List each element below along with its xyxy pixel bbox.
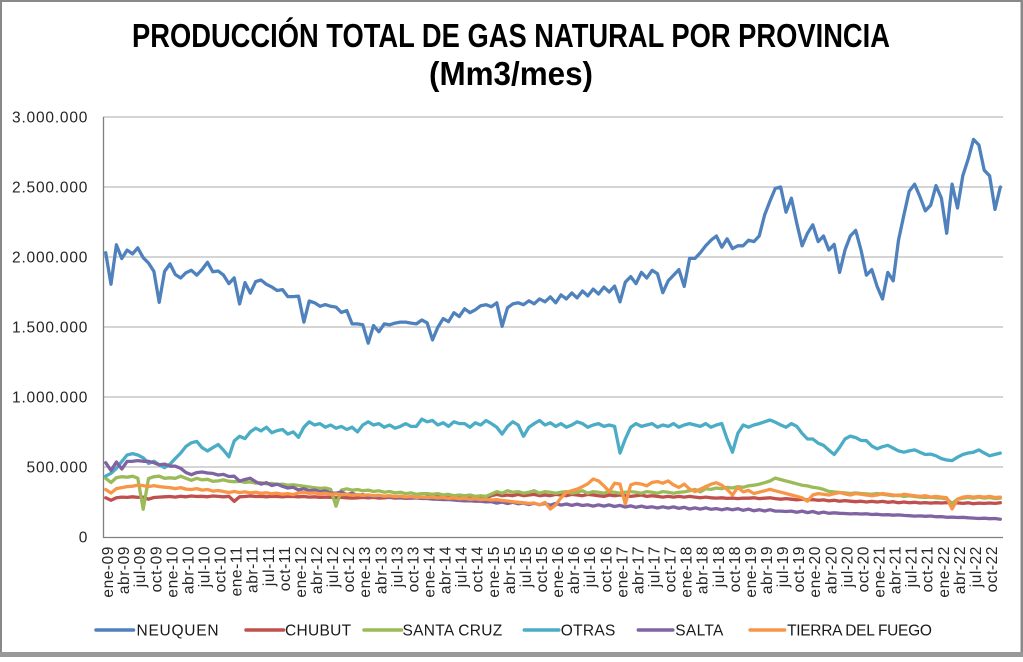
svg-text:oct-15: oct-15 bbox=[534, 546, 551, 592]
svg-text:jul-22: jul-22 bbox=[968, 546, 985, 588]
svg-text:oct-13: oct-13 bbox=[405, 546, 422, 592]
svg-text:SANTA CRUZ: SANTA CRUZ bbox=[403, 623, 503, 640]
svg-text:0: 0 bbox=[79, 530, 88, 547]
svg-text:abr-20: abr-20 bbox=[823, 546, 840, 594]
svg-text:oct-22: oct-22 bbox=[984, 546, 1001, 592]
svg-text:jul-10: jul-10 bbox=[197, 546, 214, 588]
svg-text:jul-19: jul-19 bbox=[775, 546, 792, 588]
svg-text:ene-17: ene-17 bbox=[614, 546, 631, 598]
svg-text:oct-21: oct-21 bbox=[920, 546, 937, 592]
svg-text:abr-16: abr-16 bbox=[566, 546, 583, 594]
svg-text:oct-18: oct-18 bbox=[727, 546, 744, 592]
svg-text:1.500.000: 1.500.000 bbox=[12, 320, 88, 337]
svg-text:ene-19: ene-19 bbox=[743, 546, 760, 598]
svg-text:abr-12: abr-12 bbox=[309, 546, 326, 594]
svg-text:ene-20: ene-20 bbox=[807, 546, 824, 598]
svg-text:CHUBUT: CHUBUT bbox=[285, 623, 352, 640]
svg-text:SALTA: SALTA bbox=[675, 623, 724, 640]
svg-text:ene-18: ene-18 bbox=[679, 546, 696, 598]
svg-text:OTRAS: OTRAS bbox=[561, 623, 616, 640]
svg-text:ene-10: ene-10 bbox=[164, 546, 181, 598]
svg-text:jul-20: jul-20 bbox=[839, 546, 856, 588]
svg-text:NEUQUEN: NEUQUEN bbox=[137, 623, 220, 640]
svg-text:(Mm3/mes): (Mm3/mes) bbox=[429, 56, 593, 93]
svg-text:abr-21: abr-21 bbox=[888, 546, 905, 594]
svg-text:oct-12: oct-12 bbox=[341, 546, 358, 592]
svg-text:ene-21: ene-21 bbox=[872, 546, 889, 598]
svg-text:500.000: 500.000 bbox=[27, 460, 89, 477]
svg-text:3.000.000: 3.000.000 bbox=[12, 110, 88, 127]
svg-text:ene-15: ene-15 bbox=[486, 546, 503, 598]
svg-text:oct-17: oct-17 bbox=[663, 546, 680, 592]
svg-text:abr-15: abr-15 bbox=[502, 546, 519, 594]
svg-text:jul-09: jul-09 bbox=[132, 546, 149, 588]
svg-text:jul-11: jul-11 bbox=[261, 546, 278, 587]
svg-text:abr-19: abr-19 bbox=[759, 546, 776, 594]
svg-text:oct-19: oct-19 bbox=[791, 546, 808, 592]
svg-text:2.000.000: 2.000.000 bbox=[12, 250, 88, 267]
svg-text:ene-09: ene-09 bbox=[100, 546, 117, 598]
svg-text:abr-22: abr-22 bbox=[952, 546, 969, 594]
svg-text:ene-22: ene-22 bbox=[936, 546, 953, 598]
svg-text:abr-11: abr-11 bbox=[245, 546, 262, 593]
svg-text:abr-14: abr-14 bbox=[438, 546, 455, 594]
svg-text:jul-17: jul-17 bbox=[647, 546, 664, 588]
svg-text:jul-14: jul-14 bbox=[454, 546, 471, 588]
svg-text:abr-17: abr-17 bbox=[630, 546, 647, 594]
svg-text:2.500.000: 2.500.000 bbox=[12, 180, 88, 197]
svg-text:1.000.000: 1.000.000 bbox=[12, 390, 88, 407]
svg-text:ene-13: ene-13 bbox=[357, 546, 374, 598]
svg-text:ene-12: ene-12 bbox=[293, 546, 310, 598]
svg-text:jul-12: jul-12 bbox=[325, 546, 342, 588]
svg-text:abr-18: abr-18 bbox=[695, 546, 712, 594]
svg-text:oct-11: oct-11 bbox=[277, 546, 294, 591]
svg-text:ene-11: ene-11 bbox=[229, 546, 246, 596]
svg-text:jul-21: jul-21 bbox=[904, 546, 921, 588]
svg-text:jul-13: jul-13 bbox=[389, 546, 406, 588]
svg-text:TIERRA DEL FUEGO: TIERRA DEL FUEGO bbox=[787, 623, 932, 640]
svg-text:ene-16: ene-16 bbox=[550, 546, 567, 598]
svg-text:ene-14: ene-14 bbox=[422, 546, 439, 598]
svg-text:oct-14: oct-14 bbox=[470, 546, 487, 592]
svg-text:PRODUCCIÓN TOTAL DE GAS NATURA: PRODUCCIÓN TOTAL DE GAS NATURAL POR PROV… bbox=[132, 17, 890, 55]
svg-text:abr-10: abr-10 bbox=[180, 546, 197, 594]
svg-text:jul-16: jul-16 bbox=[582, 546, 599, 588]
svg-text:oct-09: oct-09 bbox=[148, 546, 165, 592]
svg-text:oct-16: oct-16 bbox=[598, 546, 615, 592]
svg-text:oct-10: oct-10 bbox=[213, 546, 230, 592]
svg-text:jul-15: jul-15 bbox=[518, 546, 535, 588]
svg-text:abr-13: abr-13 bbox=[373, 546, 390, 594]
svg-text:oct-20: oct-20 bbox=[855, 546, 872, 592]
svg-text:abr-09: abr-09 bbox=[116, 546, 133, 594]
svg-text:jul-18: jul-18 bbox=[711, 546, 728, 588]
